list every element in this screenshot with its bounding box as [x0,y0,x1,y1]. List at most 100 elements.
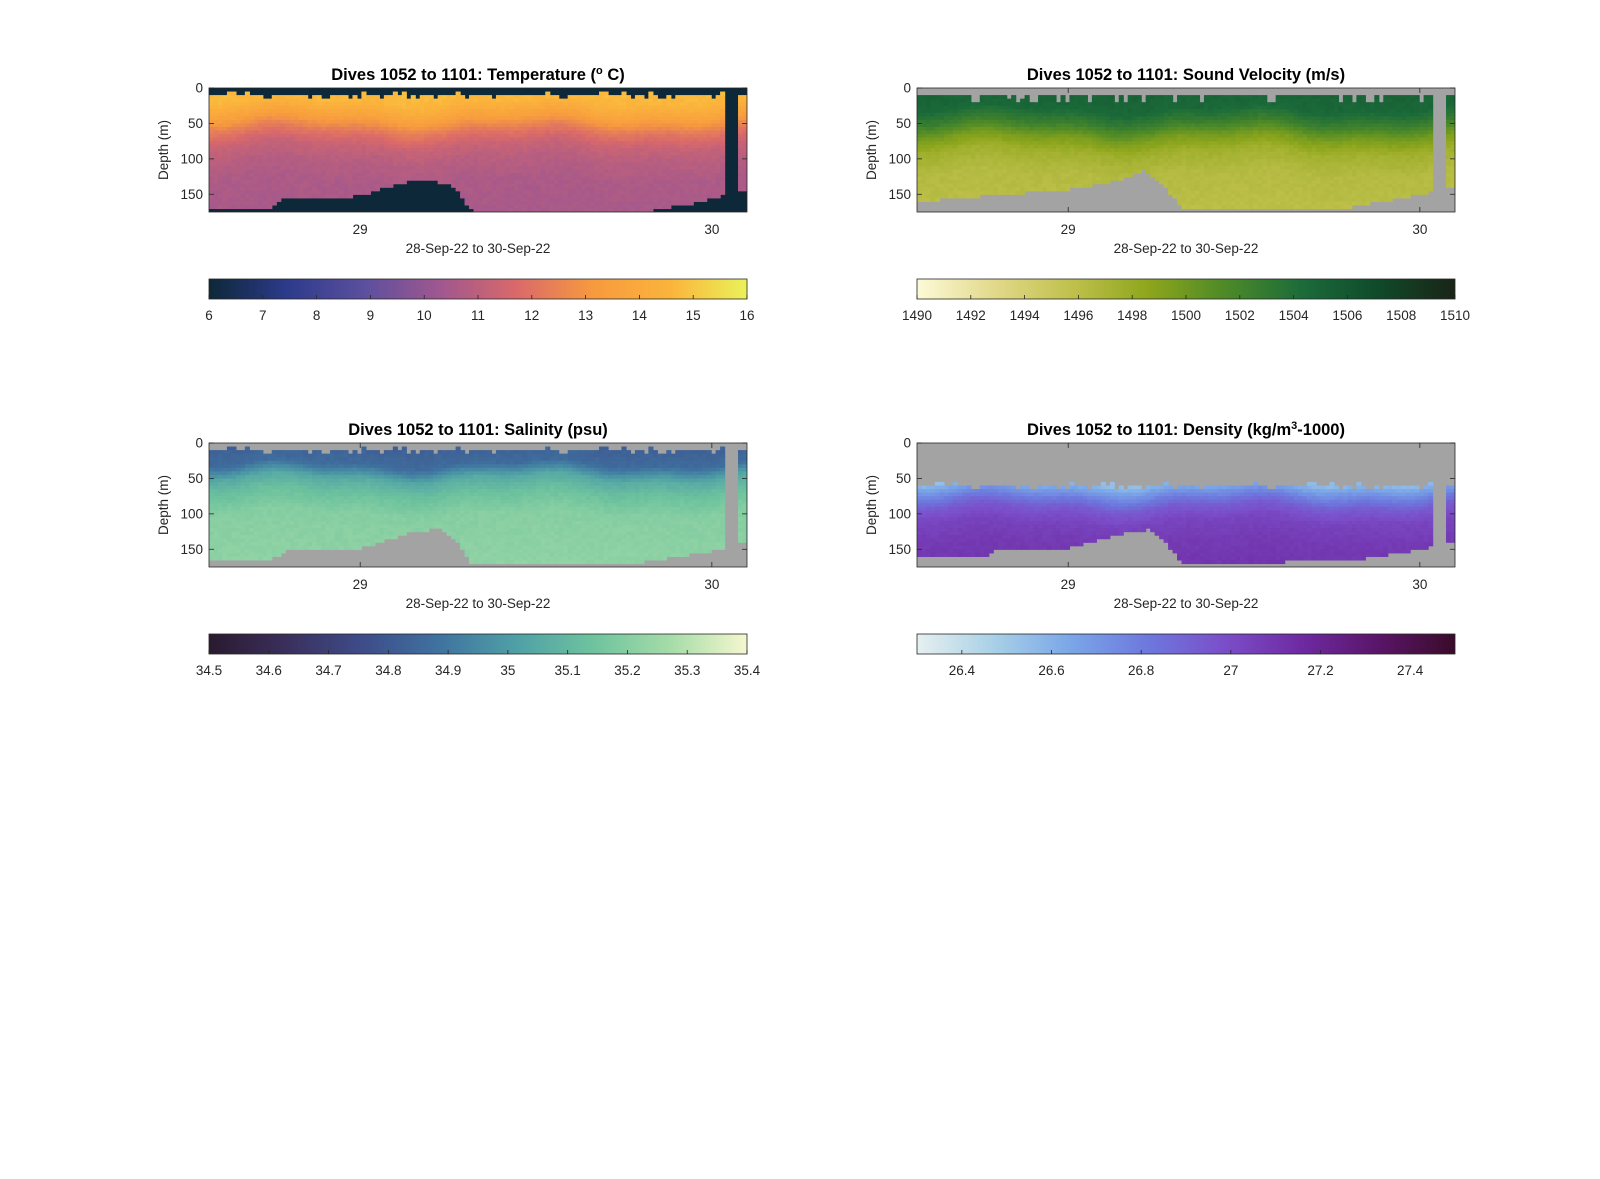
heatmap-cell [693,197,699,202]
heatmap-cell [249,204,255,210]
heatmap-cell [262,109,268,114]
heatmap-cell [294,183,300,188]
heatmap-cell [1096,126,1102,132]
heatmap-cell [486,180,493,185]
heatmap-cell [984,134,990,139]
heatmap-cell [1051,137,1057,142]
heatmap-cell [666,134,672,139]
heatmap-cell [383,176,389,181]
heatmap-cell [993,155,999,160]
heatmap-cell [1109,162,1115,167]
heatmap-cell [267,165,273,171]
heatmap-cell [581,112,587,117]
heatmap-cell [585,95,591,100]
heatmap-cell [446,165,452,171]
heatmap-cell [939,141,945,146]
heatmap-cell [356,109,363,114]
heatmap-cell [921,173,927,178]
heatmap-cell [563,151,569,156]
heatmap-cell [616,208,623,212]
heatmap-cell [657,155,663,160]
heatmap-cell [527,102,533,107]
heatmap-cell [625,183,632,188]
heatmap-cell [442,112,448,117]
heatmap-cell [388,176,394,181]
heatmap-cell [590,105,596,110]
heatmap-cell [217,197,224,202]
heatmap-cell [1087,137,1093,142]
heatmap-cell [437,173,443,178]
heatmap-cell [1136,130,1142,135]
heatmap-cell [478,144,484,149]
heatmap-cell [554,201,560,206]
heatmap-cell [608,204,614,210]
heatmap-cell [222,112,228,117]
heatmap-cell [706,109,712,114]
heatmap-cell [370,165,376,171]
heatmap-cell [742,105,747,110]
heatmap-cell [943,126,949,132]
heatmap-cell [285,126,291,132]
heatmap-cell [1087,134,1093,139]
heatmap-cell [715,123,721,128]
heatmap-cell [240,112,246,117]
heatmap-cell [280,183,286,188]
heatmap-cell [666,112,672,117]
heatmap-cell [464,176,470,181]
heatmap-cell [347,155,354,160]
heatmap-cell [352,102,358,107]
heatmap-cell [495,148,502,153]
heatmap-cell [249,123,255,128]
heatmap-cell [1033,180,1039,185]
heatmap-cell [1042,165,1048,171]
heatmap-cell [1006,116,1012,121]
heatmap-cell [603,208,609,212]
heatmap-cell [347,126,354,132]
heatmap-cell [352,109,358,114]
heatmap-cell [303,173,309,178]
heatmap-cell [285,134,291,139]
heatmap-cell [675,162,681,167]
heatmap-cell [253,109,259,114]
heatmap-cell [572,123,578,128]
heatmap-cell [486,194,493,199]
heatmap-cell [226,173,233,178]
heatmap-cell [576,176,582,181]
heatmap-cell [599,130,605,135]
heatmap-cell [1038,109,1044,114]
heatmap-cell [536,112,542,117]
heatmap-cell [316,98,322,103]
heatmap-cell [621,176,627,181]
heatmap-cell [1145,119,1151,125]
heatmap-cell [343,105,349,110]
heatmap-cell [285,116,291,121]
heatmap-cell [388,137,394,142]
heatmap-cell [711,105,717,110]
heatmap-cell [343,194,349,199]
heatmap-cell [742,123,747,128]
heatmap-cell [1015,141,1021,146]
heatmap-cell [567,162,573,167]
heatmap-cell [558,102,564,107]
heatmap-cell [365,187,371,192]
heatmap-cell [486,173,493,178]
heatmap-cell [715,130,721,135]
heatmap-cell [572,155,578,160]
heatmap-cell [240,123,246,128]
heatmap-cell [540,194,546,199]
heatmap-cell [1114,165,1120,171]
heatmap-cell [361,180,367,185]
heatmap-cell [948,180,954,185]
heatmap-cell [361,190,367,195]
heatmap-cell [316,158,322,163]
heatmap-cell [554,141,560,146]
heatmap-cell [643,165,649,171]
heatmap-cell [244,144,250,149]
heatmap-cell [406,162,412,167]
heatmap-cell [612,109,618,114]
heatmap-cell [473,126,479,132]
heatmap-cell [549,126,555,132]
heatmap-cell [442,176,448,181]
heatmap-cell [970,187,976,192]
heatmap-cell [558,197,564,202]
